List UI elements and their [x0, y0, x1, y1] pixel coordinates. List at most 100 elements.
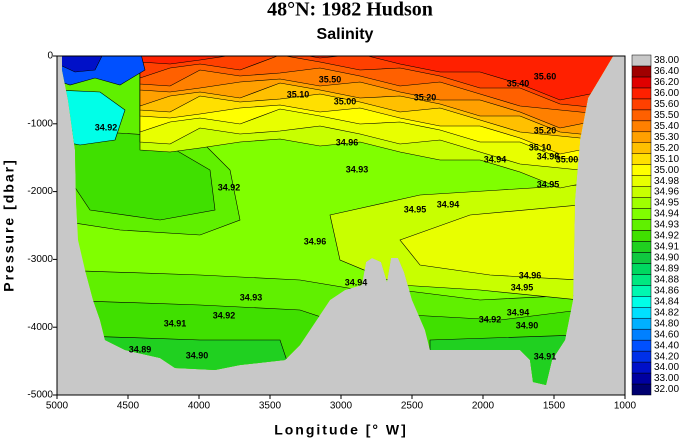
- contour-label: 34.96: [304, 236, 327, 246]
- colorbar-label: 36.40: [654, 66, 679, 77]
- salinity-region: [62, 89, 126, 146]
- y-tick-label: -1000: [27, 118, 53, 129]
- colorbar-swatch: [631, 120, 652, 133]
- colorbar-label: 35.20: [654, 143, 679, 154]
- colorbar-swatch: [631, 350, 652, 363]
- colorbar-label: 34.89: [654, 264, 679, 275]
- colorbar-label: 34.91: [654, 242, 679, 253]
- contour-label: 34.96: [519, 270, 542, 280]
- colorbar-swatch: [631, 274, 652, 286]
- contour-label: 34.96: [336, 137, 359, 147]
- contour-label: 34.94: [345, 277, 368, 287]
- y-tick-label: -5000: [27, 390, 53, 401]
- colorbar-swatch: [631, 54, 652, 67]
- contour-label: 34.91: [534, 351, 557, 361]
- colorbar-swatch: [631, 76, 652, 89]
- colorbar-label: 34.98: [654, 176, 679, 187]
- colorbar-label: 34.00: [654, 362, 679, 373]
- colorbar-swatch: [631, 339, 652, 352]
- colorbar-swatch: [631, 153, 652, 165]
- x-tick-label: 4000: [188, 401, 211, 412]
- contour-label: 34.92: [479, 314, 502, 324]
- x-tick-label: 3000: [330, 401, 353, 412]
- contour-label: 34.89: [129, 344, 152, 354]
- contour-label: 35.20: [414, 92, 437, 102]
- colorbar-label: 34.95: [654, 198, 679, 209]
- contour-label: 35.50: [319, 74, 342, 84]
- contour-label: 34.92: [213, 310, 236, 320]
- colorbar-label: 33.00: [654, 373, 679, 384]
- y-tick-label: -3000: [27, 254, 53, 265]
- x-tick-label: 2500: [401, 401, 424, 412]
- x-tick-label: 5000: [46, 401, 69, 412]
- colorbar-swatch: [631, 307, 652, 319]
- colorbar-label: 36.00: [654, 88, 679, 99]
- colorbar-label: 34.96: [654, 187, 679, 198]
- colorbar-swatch: [631, 383, 652, 396]
- colorbar-label: 35.50: [654, 110, 679, 121]
- colorbar-swatch: [631, 208, 652, 220]
- contour-label: 35.40: [507, 78, 530, 88]
- colorbar-label: 35.30: [654, 132, 679, 143]
- colorbar-swatch: [631, 131, 652, 143]
- contour-label: 34.90: [516, 320, 539, 330]
- contour-label: 34.92: [95, 122, 118, 132]
- x-tick-label: 3500: [259, 401, 282, 412]
- colorbar-label: 35.40: [654, 121, 679, 132]
- salinity-region: [62, 56, 106, 73]
- y-tick-label: -2000: [27, 186, 53, 197]
- colorbar-label: 34.93: [654, 220, 679, 231]
- contour-label: 34.94: [437, 199, 460, 209]
- contour-label: 35.10: [529, 142, 552, 152]
- contour-field: [62, 56, 613, 385]
- x-tick-label: 1000: [614, 401, 637, 412]
- contour-label: 35.20: [534, 125, 557, 135]
- colorbar-label: 34.40: [654, 340, 679, 351]
- contour-label: 35.00: [556, 154, 579, 164]
- colorbar-label: 34.84: [654, 296, 679, 307]
- colorbar-swatch: [631, 197, 652, 209]
- colorbar-swatch: [631, 241, 652, 253]
- colorbar-swatch: [631, 186, 652, 198]
- contour-label: 35.60: [534, 71, 557, 81]
- x-tick-label: 1500: [543, 401, 566, 412]
- colorbar-swatch: [631, 65, 652, 78]
- colorbar-swatch: [631, 142, 652, 154]
- contour-label: 34.98: [537, 151, 560, 161]
- colorbar-swatch: [631, 164, 652, 176]
- colorbar-label: 34.92: [654, 231, 679, 242]
- colorbar-label: 34.86: [654, 285, 679, 296]
- contour-label: 34.95: [537, 179, 560, 189]
- x-tick-label: 2000: [472, 401, 495, 412]
- contour-label: 34.91: [164, 318, 187, 328]
- colorbar-swatch: [631, 317, 652, 330]
- colorbar-label: 34.88: [654, 274, 679, 285]
- colorbar-swatch: [631, 219, 652, 231]
- contour-label: 34.93: [240, 292, 263, 302]
- colorbar-label: 35.60: [654, 99, 679, 110]
- colorbar-label: 34.90: [654, 253, 679, 264]
- colorbar-label: 34.80: [654, 318, 679, 329]
- colorbar-swatch: [631, 263, 652, 275]
- colorbar-swatch: [631, 372, 652, 385]
- colorbar-label: 36.20: [654, 77, 679, 88]
- x-axis-label: Longitude [° W]: [274, 422, 408, 438]
- colorbar-swatch: [631, 230, 652, 242]
- contour-label: 34.92: [218, 182, 241, 192]
- colorbar-label: 32.00: [654, 384, 679, 395]
- y-tick-label: -4000: [27, 322, 53, 333]
- colorbar-swatch: [631, 328, 652, 341]
- colorbar-swatch: [631, 87, 652, 100]
- contour-label: 35.00: [334, 96, 357, 106]
- contour-label: 34.93: [346, 164, 369, 174]
- x-tick-label: 4500: [117, 401, 140, 412]
- chart-title: 48°N: 1982 Hudson: [267, 0, 433, 21]
- colorbar-label: 35.00: [654, 165, 679, 176]
- colorbar-swatch: [631, 175, 652, 187]
- colorbar-swatch: [631, 361, 652, 374]
- colorbar-swatch: [631, 252, 652, 264]
- contour-label: 34.95: [404, 204, 427, 214]
- y-tick-label: 0: [47, 51, 53, 62]
- contour-label: 34.94: [484, 154, 507, 164]
